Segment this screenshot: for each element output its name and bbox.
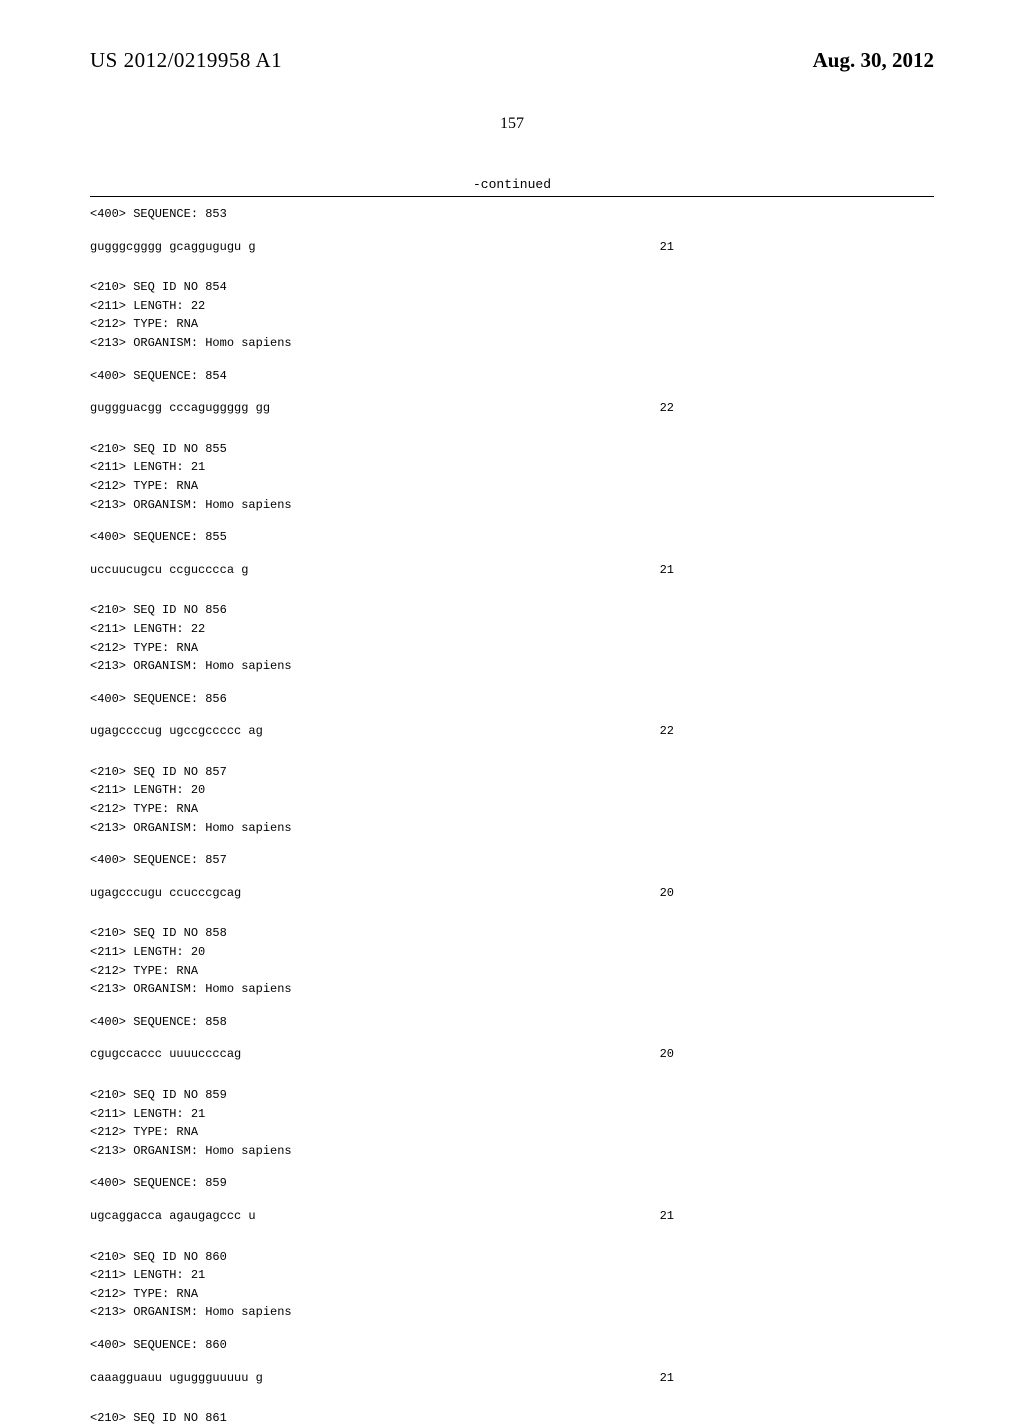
spacer <box>90 514 934 528</box>
sequence-row-length: 21 <box>660 1207 934 1226</box>
seq-header-line: <211> LENGTH: 21 <box>90 1105 934 1124</box>
sequence-row: ugagccccug ugccgccccc ag 22 <box>90 722 934 741</box>
sequence-row-text: ugagccccug ugccgccccc ag <box>90 722 263 741</box>
spacer <box>90 999 934 1013</box>
seq-header-line: <212> TYPE: RNA <box>90 800 934 819</box>
spacer <box>90 353 934 367</box>
sequence-row-length: 22 <box>660 399 934 418</box>
seq-header-line: <212> TYPE: RNA <box>90 1285 934 1304</box>
seq-400-line: <400> SEQUENCE: 860 <box>90 1336 934 1355</box>
spacer <box>90 256 934 278</box>
spacer <box>90 385 934 399</box>
sequence-row: cgugccaccc uuuuccccag 20 <box>90 1045 934 1064</box>
seq-400-line: <400> SEQUENCE: 855 <box>90 528 934 547</box>
seq-400-line: <400> SEQUENCE: 859 <box>90 1174 934 1193</box>
sequence-row: uccuucugcu ccgucccca g 21 <box>90 561 934 580</box>
spacer <box>90 224 934 238</box>
seq-header-line: <211> LENGTH: 22 <box>90 297 934 316</box>
seq-header-line: <213> ORGANISM: Homo sapiens <box>90 334 934 353</box>
seq-header-line: <213> ORGANISM: Homo sapiens <box>90 1142 934 1161</box>
spacer <box>90 902 934 924</box>
seq-header-line: <212> TYPE: RNA <box>90 962 934 981</box>
spacer <box>90 547 934 561</box>
spacer <box>90 1193 934 1207</box>
spacer <box>90 741 934 763</box>
sequence-row-text: ugagcccugu ccucccgcag <box>90 884 241 903</box>
spacer <box>90 579 934 601</box>
sequence-row-text: caaagguauu uguggguuuuu g <box>90 1369 263 1388</box>
sequence-row: guggguacgg cccaguggggg gg 22 <box>90 399 934 418</box>
spacer <box>90 676 934 690</box>
seq-header-line: <210> SEQ ID NO 854 <box>90 278 934 297</box>
seq-header-line: <211> LENGTH: 20 <box>90 943 934 962</box>
sequence-listing: <400> SEQUENCE: 853 gugggcgggg gcaggugugu… <box>90 205 934 1428</box>
publication-date: Aug. 30, 2012 <box>813 48 934 73</box>
seq-header-line: <211> LENGTH: 21 <box>90 458 934 477</box>
seq-header-line: <212> TYPE: RNA <box>90 477 934 496</box>
sequence-row-text: cgugccaccc uuuuccccag <box>90 1045 241 1064</box>
seq-header-line: <210> SEQ ID NO 858 <box>90 924 934 943</box>
spacer <box>90 1031 934 1045</box>
seq-400-line: <400> SEQUENCE: 857 <box>90 851 934 870</box>
sequence-row-text: gugggcgggg gcaggugugu g <box>90 238 256 257</box>
seq-header-line: <213> ORGANISM: Homo sapiens <box>90 657 934 676</box>
seq-header-line: <211> LENGTH: 20 <box>90 781 934 800</box>
page-root: US 2012/0219958 A1 Aug. 30, 2012 157 -co… <box>0 0 1024 1320</box>
sequence-row-length: 22 <box>660 722 934 741</box>
spacer <box>90 837 934 851</box>
seq-header-line: <213> ORGANISM: Homo sapiens <box>90 980 934 999</box>
publication-number: US 2012/0219958 A1 <box>90 48 282 73</box>
seq-400-line: <400> SEQUENCE: 856 <box>90 690 934 709</box>
sequence-row-text: ugcaggacca agaugagccc u <box>90 1207 256 1226</box>
sequence-row: ugcaggacca agaugagccc u 21 <box>90 1207 934 1226</box>
spacer <box>90 1355 934 1369</box>
seq-header-line: <211> LENGTH: 22 <box>90 620 934 639</box>
seq-400-line: <400> SEQUENCE: 858 <box>90 1013 934 1032</box>
sequence-row-text: uccuucugcu ccgucccca g <box>90 561 248 580</box>
sequence-row-length: 21 <box>660 1369 934 1388</box>
seq-header-line: <210> SEQ ID NO 861 <box>90 1409 934 1428</box>
page-number: 157 <box>90 115 934 133</box>
sequence-row-text: guggguacgg cccaguggggg gg <box>90 399 270 418</box>
seq-header-line: <210> SEQ ID NO 856 <box>90 601 934 620</box>
spacer <box>90 1064 934 1086</box>
seq-header-line: <212> TYPE: RNA <box>90 315 934 334</box>
sequence-row: ugagcccugu ccucccgcag 20 <box>90 884 934 903</box>
sequence-row-length: 20 <box>660 1045 934 1064</box>
seq-header-line: <210> SEQ ID NO 855 <box>90 440 934 459</box>
spacer <box>90 1226 934 1248</box>
spacer <box>90 870 934 884</box>
spacer <box>90 1322 934 1336</box>
sequence-row-length: 21 <box>660 238 934 257</box>
seq-header-line: <213> ORGANISM: Homo sapiens <box>90 1303 934 1322</box>
seq-header-line: <210> SEQ ID NO 859 <box>90 1086 934 1105</box>
top-rule <box>90 196 934 197</box>
seq-400-line: <400> SEQUENCE: 854 <box>90 367 934 386</box>
seq-header-line: <210> SEQ ID NO 857 <box>90 763 934 782</box>
sequence-row-length: 21 <box>660 561 934 580</box>
continued-label: -continued <box>90 177 934 192</box>
page-header: US 2012/0219958 A1 Aug. 30, 2012 <box>90 48 934 73</box>
sequence-row-length: 20 <box>660 884 934 903</box>
spacer <box>90 1160 934 1174</box>
spacer <box>90 1387 934 1409</box>
seq-header-line: <211> LENGTH: 21 <box>90 1266 934 1285</box>
seq-header-line: <213> ORGANISM: Homo sapiens <box>90 819 934 838</box>
spacer <box>90 708 934 722</box>
sequence-row: gugggcgggg gcaggugugu g 21 <box>90 238 934 257</box>
seq-header-line: <210> SEQ ID NO 860 <box>90 1248 934 1267</box>
seq-400-line: <400> SEQUENCE: 853 <box>90 205 934 224</box>
seq-header-line: <212> TYPE: RNA <box>90 1123 934 1142</box>
sequence-row: caaagguauu uguggguuuuu g 21 <box>90 1369 934 1388</box>
seq-header-line: <212> TYPE: RNA <box>90 639 934 658</box>
spacer <box>90 418 934 440</box>
seq-header-line: <213> ORGANISM: Homo sapiens <box>90 496 934 515</box>
